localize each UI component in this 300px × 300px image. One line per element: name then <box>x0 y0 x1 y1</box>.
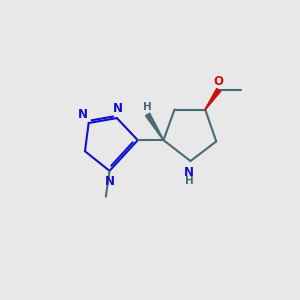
Text: N: N <box>77 108 88 121</box>
Text: O: O <box>213 75 223 88</box>
Text: N: N <box>184 167 194 179</box>
Text: N: N <box>113 102 123 115</box>
Text: H: H <box>143 102 152 112</box>
Polygon shape <box>146 113 164 140</box>
Text: H: H <box>185 176 194 186</box>
Polygon shape <box>205 88 221 110</box>
Text: N: N <box>104 175 115 188</box>
